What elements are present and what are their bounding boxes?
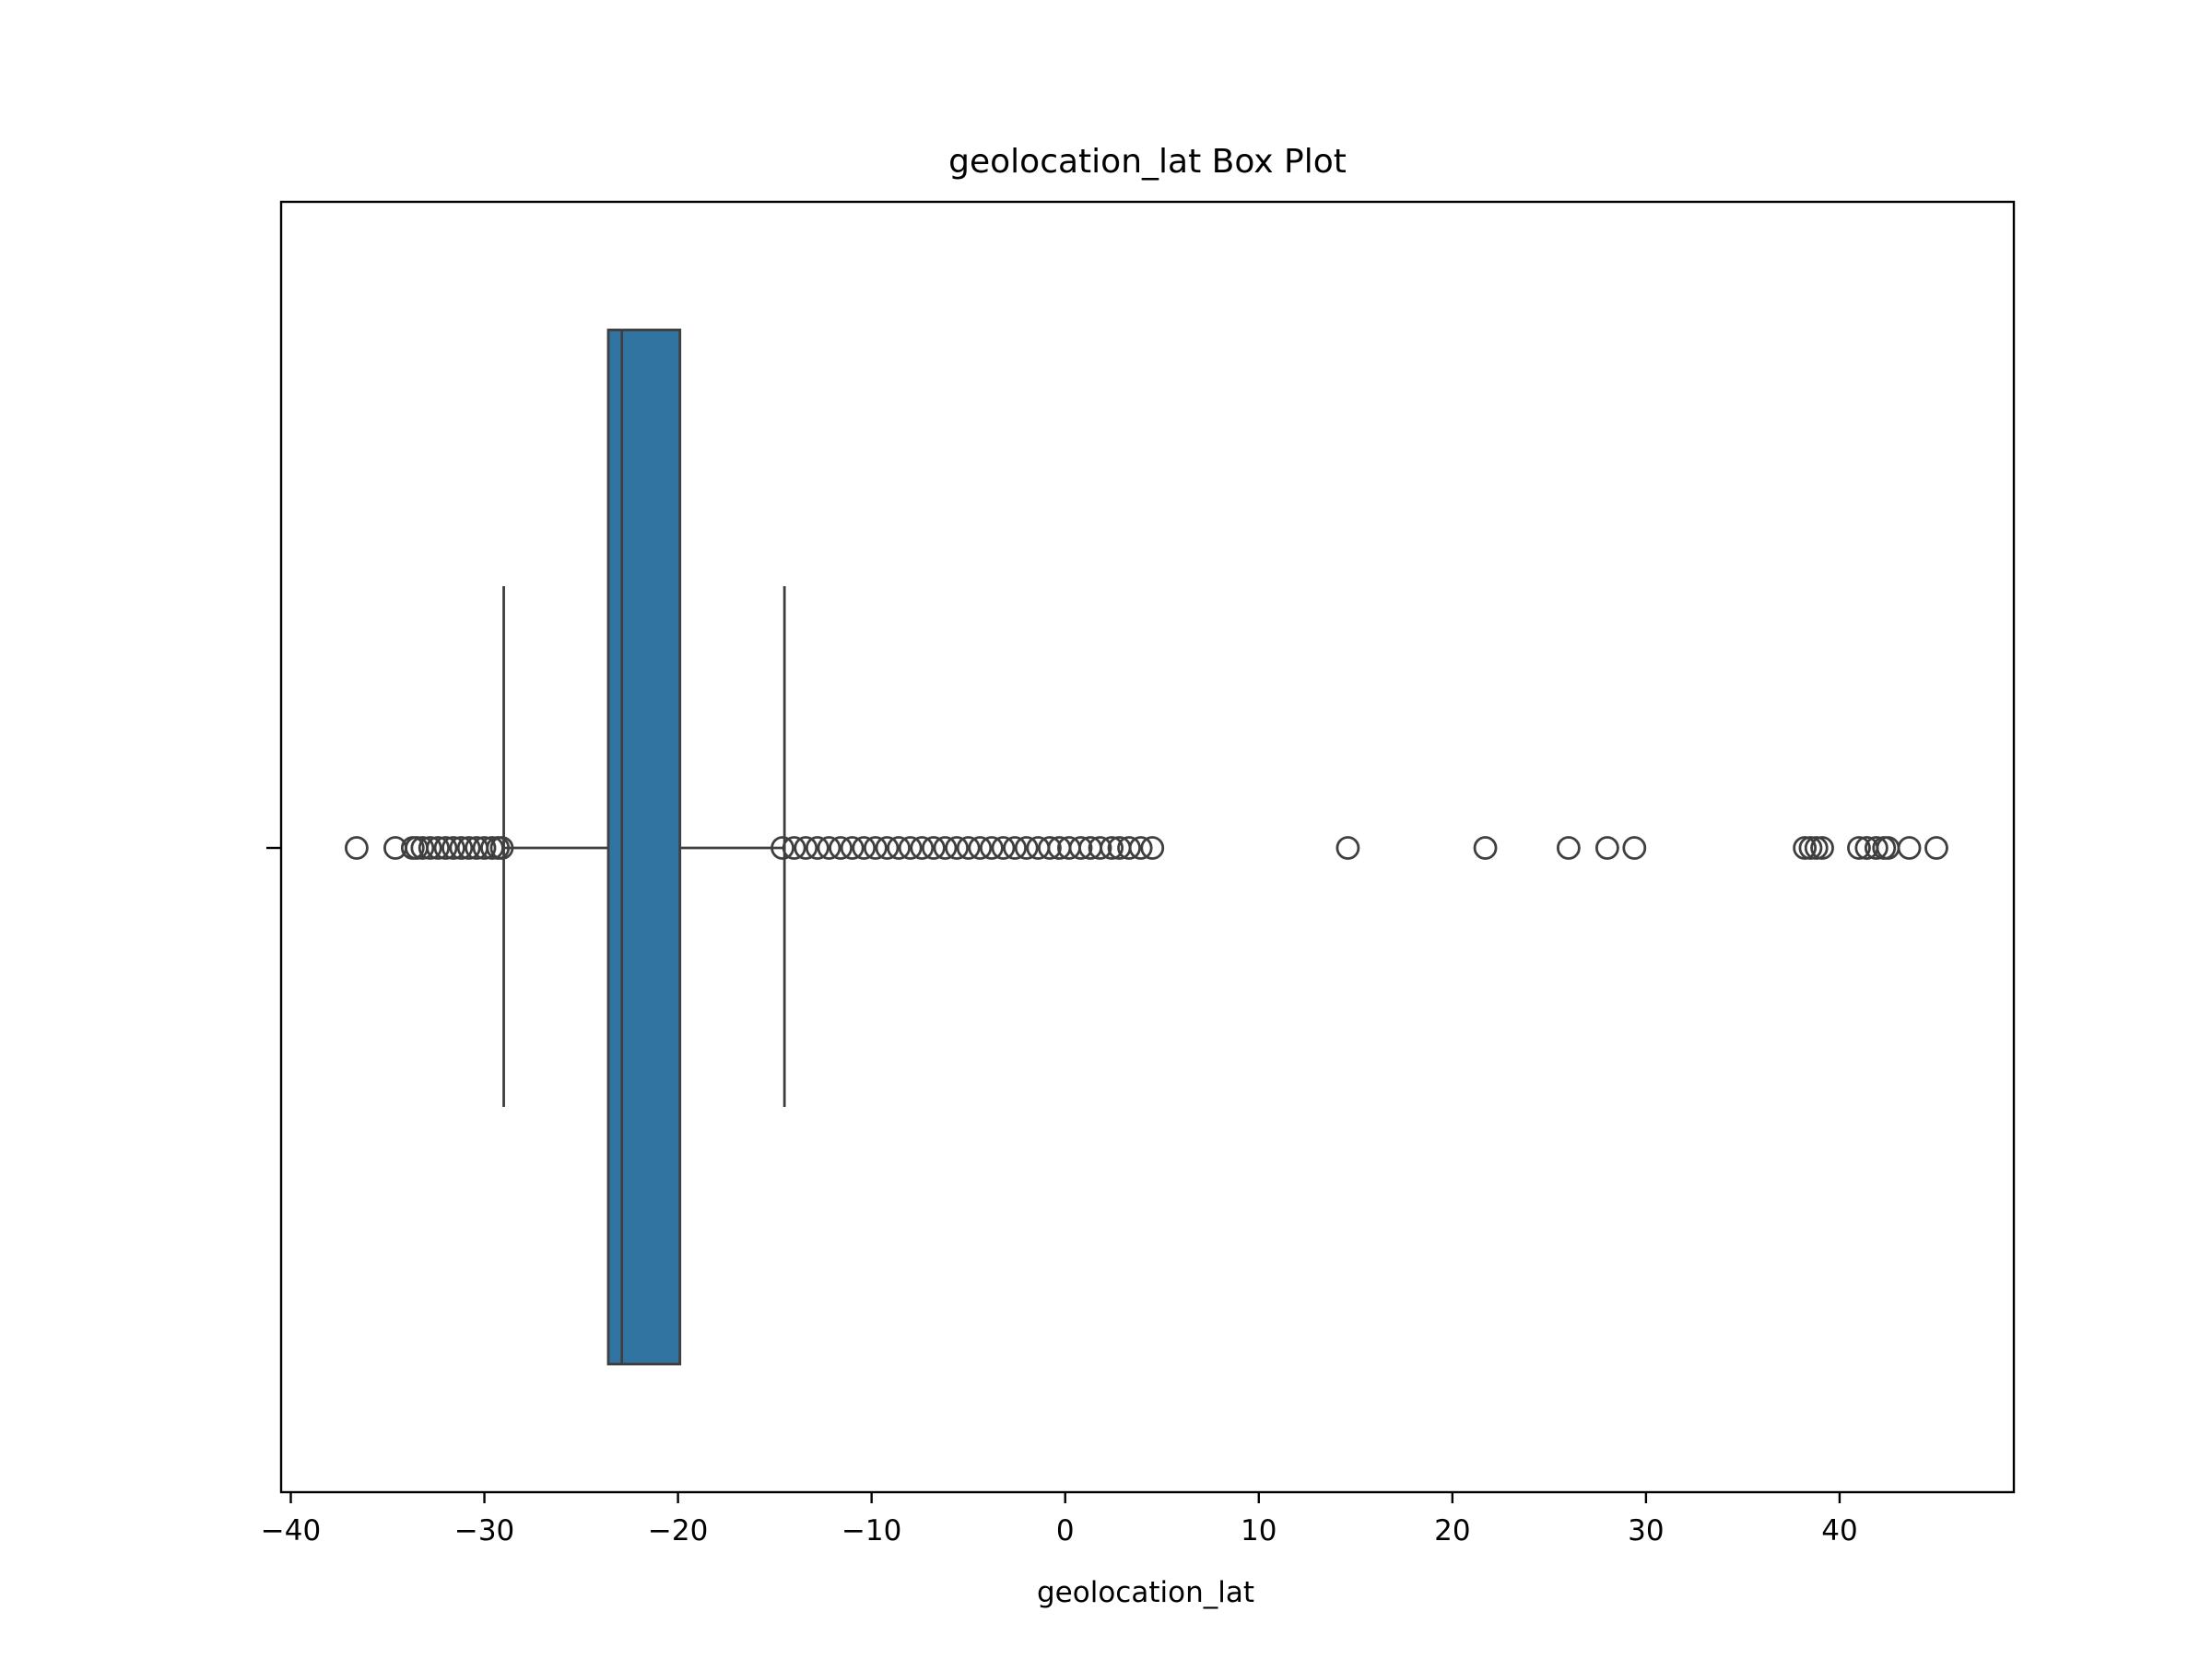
- outlier-point: [1810, 836, 1834, 860]
- outlier-point: [933, 836, 958, 860]
- outlier-point: [794, 836, 818, 860]
- outlier-point: [1864, 836, 1888, 860]
- outlier-point: [489, 836, 514, 860]
- outlier-point: [1897, 836, 1922, 860]
- x-axis: −40 −30 −20 −10 0 10 20 30 40: [261, 1492, 1858, 1547]
- x-tick-label: −10: [841, 1514, 901, 1547]
- x-tick-label: −20: [648, 1514, 708, 1547]
- outlier-point: [1793, 836, 1818, 860]
- outlier-point: [456, 836, 481, 860]
- outlier-point: [345, 836, 369, 860]
- outlier-point: [840, 836, 865, 860]
- iqr-box: [606, 328, 682, 1366]
- outlier-point: [1100, 836, 1124, 860]
- outlier-point: [771, 836, 794, 860]
- outlier-point: [852, 836, 877, 860]
- x-tick-label: 20: [1434, 1514, 1470, 1547]
- outlier-point: [910, 836, 935, 860]
- plot-area: [345, 328, 1948, 1366]
- outlier-point: [1003, 836, 1028, 860]
- outlier-point: [980, 836, 1004, 860]
- outlier-point: [410, 836, 435, 860]
- x-tick-label: 30: [1628, 1514, 1664, 1547]
- outlier-point: [782, 836, 806, 860]
- outlier-point: [1128, 836, 1153, 860]
- outlier-point: [1038, 836, 1062, 860]
- outlier-point: [441, 836, 465, 860]
- outlier-point: [1473, 836, 1498, 860]
- outlier-point: [829, 836, 853, 860]
- outlier-point: [817, 836, 841, 860]
- outlier-point: [426, 836, 451, 860]
- outlier-point: [1088, 836, 1112, 860]
- outlier-point: [887, 836, 911, 860]
- outlier-point: [875, 836, 900, 860]
- outlier-point: [433, 836, 458, 860]
- x-tick-label: 10: [1241, 1514, 1277, 1547]
- outlier-point: [449, 836, 474, 860]
- outlier-point: [1014, 836, 1039, 860]
- outlier-point: [1117, 836, 1141, 860]
- outlier-point: [991, 836, 1016, 860]
- chart-title: geolocation_lat Box Plot: [948, 143, 1347, 181]
- x-tick-label: −30: [454, 1514, 514, 1547]
- outlier-point: [898, 836, 923, 860]
- x-tick-label: 0: [1056, 1514, 1075, 1547]
- outlier-point: [1847, 836, 1871, 860]
- outlier-point: [805, 836, 830, 860]
- outlier-point: [968, 836, 993, 860]
- outlier-point: [945, 836, 969, 860]
- x-tick-label: −40: [261, 1514, 321, 1547]
- outlier-point: [1924, 836, 1948, 860]
- outlier-point: [1804, 836, 1829, 860]
- outlier-point: [1068, 836, 1093, 860]
- outlier-point: [1140, 836, 1165, 860]
- outlier-point: [472, 836, 497, 860]
- outlier-point: [480, 836, 504, 860]
- outlier-point: [863, 836, 888, 860]
- x-tick-label: 40: [1821, 1514, 1857, 1547]
- outlier-point: [956, 836, 981, 860]
- outlier-point: [921, 836, 946, 860]
- outlier-point: [1335, 836, 1360, 860]
- outlier-point: [418, 836, 442, 860]
- outlier-point: [1622, 836, 1647, 860]
- outlier-point: [1594, 836, 1619, 860]
- x-axis-label: geolocation_lat: [1037, 1576, 1254, 1609]
- outlier-point: [1798, 836, 1823, 860]
- outlier-point: [1556, 836, 1581, 860]
